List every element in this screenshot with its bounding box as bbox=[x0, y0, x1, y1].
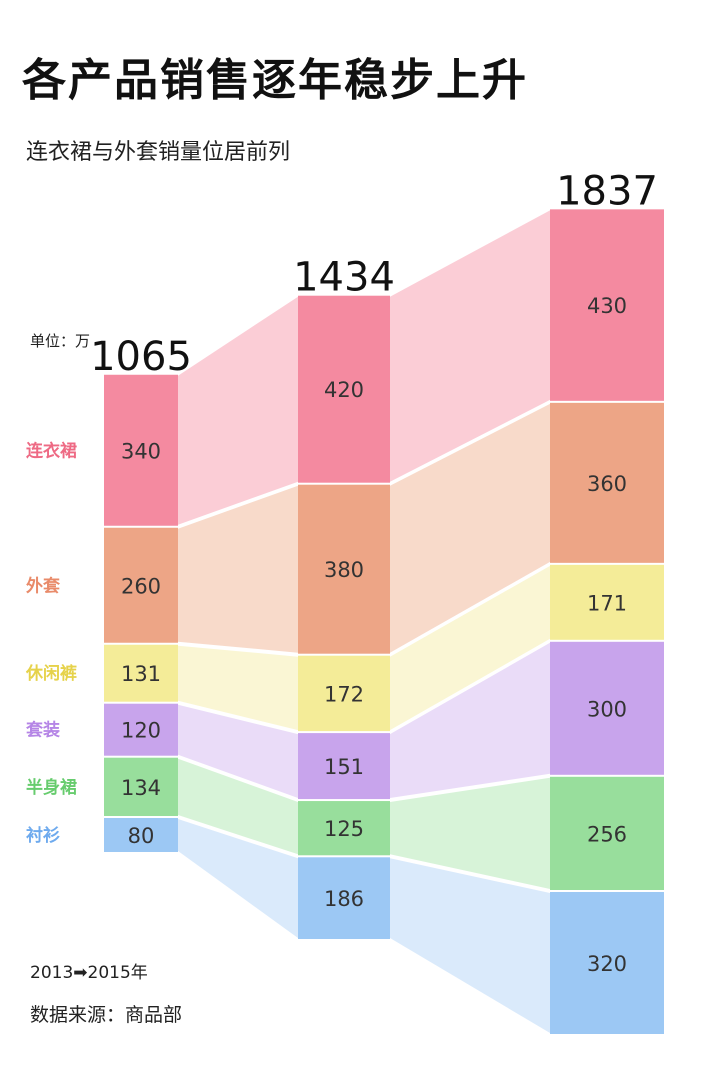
column-total-label: 1837 bbox=[556, 168, 658, 214]
segment-value-label: 320 bbox=[587, 952, 627, 976]
column-total-label: 1434 bbox=[293, 255, 395, 301]
connector-band bbox=[390, 403, 550, 653]
connector-band bbox=[178, 758, 298, 855]
bar-segment bbox=[104, 703, 178, 756]
bar-segment bbox=[298, 857, 390, 939]
bar-column: 430 360 171 300 256 320 bbox=[550, 209, 664, 1034]
connector-band bbox=[178, 819, 298, 938]
segment-value-label: 80 bbox=[128, 824, 155, 848]
series-name-label: 外套 bbox=[26, 575, 61, 596]
series-name-label: 连衣裙 bbox=[26, 440, 77, 461]
segment-value-label: 256 bbox=[587, 822, 627, 846]
bar-segment bbox=[104, 757, 178, 816]
bar-segment bbox=[550, 776, 664, 890]
chart-title: 各产品销售逐年稳步上升 bbox=[22, 55, 528, 106]
segment-value-label: 300 bbox=[587, 697, 627, 721]
series-name-label: 休闲裤 bbox=[25, 663, 77, 684]
segment-value-label: 134 bbox=[121, 776, 161, 800]
bar-segment bbox=[104, 527, 178, 643]
bar-segment bbox=[550, 564, 664, 640]
segment-value-label: 172 bbox=[324, 682, 364, 706]
connector-band bbox=[178, 296, 298, 525]
connector-band bbox=[178, 645, 298, 731]
connector-band bbox=[390, 642, 550, 799]
unit-label: 单位：万 bbox=[30, 332, 91, 350]
segment-value-label: 260 bbox=[121, 574, 161, 598]
bar-segment bbox=[104, 818, 178, 852]
column-total-label: 1065 bbox=[90, 334, 192, 380]
connector-band bbox=[390, 777, 550, 889]
connector-band bbox=[390, 210, 550, 482]
segment-value-label: 420 bbox=[324, 378, 364, 402]
connector-band bbox=[390, 565, 550, 731]
connector-band bbox=[178, 704, 298, 799]
segment-value-label: 186 bbox=[324, 887, 364, 911]
bar-segment bbox=[298, 733, 390, 800]
data-source-note: 数据来源：商品部 bbox=[30, 1004, 183, 1026]
bar-segment bbox=[298, 801, 390, 856]
series-name-label: 套装 bbox=[25, 720, 60, 741]
connector-band bbox=[390, 858, 550, 1033]
bar-segment bbox=[298, 655, 390, 732]
bar-segment bbox=[550, 209, 664, 401]
series-name-label: 半身裙 bbox=[26, 777, 77, 798]
connector-band bbox=[178, 485, 298, 653]
bar-segment bbox=[104, 644, 178, 702]
series-name-label: 衬衫 bbox=[26, 825, 60, 846]
bar-segment bbox=[298, 484, 390, 654]
chart-subtitle: 连衣裙与外套销量位居前列 bbox=[26, 140, 291, 165]
segment-value-label: 125 bbox=[324, 817, 364, 841]
segment-value-label: 360 bbox=[587, 472, 627, 496]
segment-value-label: 171 bbox=[587, 591, 627, 615]
segment-value-label: 131 bbox=[121, 662, 161, 686]
segment-value-label: 430 bbox=[587, 294, 627, 318]
segment-value-label: 340 bbox=[121, 439, 161, 463]
connector-bands bbox=[178, 210, 550, 1033]
bar-segment bbox=[550, 641, 664, 775]
bar-column: 340 260 131 120 134 80 bbox=[104, 374, 178, 852]
bar-segment bbox=[104, 374, 178, 526]
segment-value-label: 151 bbox=[324, 755, 364, 779]
bar-column: 420 380 172 151 125 186 bbox=[298, 295, 390, 939]
bar-segment bbox=[550, 892, 664, 1034]
bar-segment bbox=[298, 295, 390, 483]
segment-value-label: 120 bbox=[121, 719, 161, 743]
bar-segment bbox=[550, 402, 664, 563]
segment-value-label: 380 bbox=[324, 558, 364, 582]
year-range-note: 2013➡2015年 bbox=[30, 963, 148, 983]
